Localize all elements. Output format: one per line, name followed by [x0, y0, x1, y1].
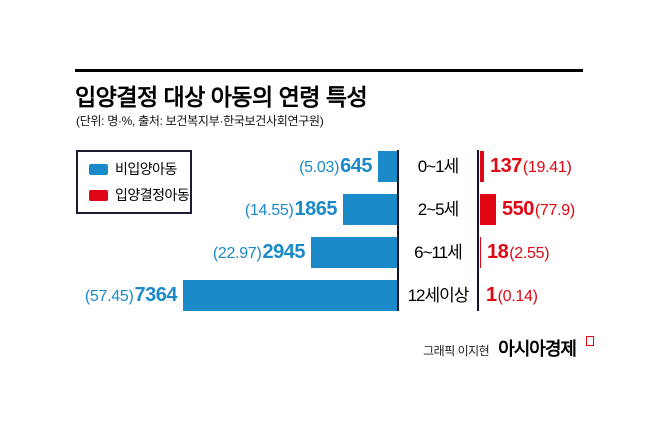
brand-logo: 아시아경제 — [498, 339, 577, 359]
right-value: 137 — [490, 155, 522, 177]
blue-bar — [311, 237, 397, 268]
legend-item-non-adopted: 비입양아동 — [89, 159, 190, 179]
left-bar-zone: (14.55) 1865 — [0, 194, 397, 225]
right-percent: (19.41) — [522, 159, 572, 176]
age-category-label: 0~1세 — [417, 157, 459, 176]
chart-row: (22.97) 2945 6~11세 18 (2.55) — [0, 237, 658, 268]
left-value: 7364 — [134, 284, 178, 306]
chart-row: (5.03) 645 0~1세 137 (19.41) — [0, 151, 658, 182]
left-value-label: (22.97) 2945 — [212, 241, 306, 264]
age-category-label: 12세이상 — [407, 286, 470, 305]
legend: 비입양아동 입양결정아동 — [76, 150, 192, 214]
right-bar-zone: 550 (77.9) — [480, 194, 658, 225]
age-category-label: 2~5세 — [417, 200, 459, 219]
right-bar-zone: 137 (19.41) — [480, 151, 658, 182]
right-value-label: 18 (2.55) — [487, 241, 550, 264]
left-bar-zone: (5.03) 645 — [0, 151, 397, 182]
chart-row: (57.45) 7364 12세이상 1 (0.14) — [0, 280, 658, 311]
red-bar — [480, 151, 484, 182]
legend-item-adoption-decided: 입양결정아동 — [89, 185, 190, 205]
right-value: 18 — [487, 241, 509, 263]
right-axis-line — [477, 150, 479, 311]
right-bar-zone: 18 (2.55) — [480, 237, 658, 268]
red-bar — [480, 194, 496, 225]
left-value: 2945 — [262, 241, 306, 263]
left-bar-zone: (22.97) 2945 — [0, 237, 397, 268]
right-percent: (77.9) — [534, 202, 575, 219]
red-bar — [480, 237, 481, 268]
footer-credit: 그래픽 이지현 아시아경제 — [423, 335, 594, 361]
right-value-label: 1 (0.14) — [486, 284, 538, 307]
age-category-label: 6~11세 — [414, 243, 463, 262]
graphic-credit: 그래픽 이지현 — [423, 344, 490, 358]
right-value: 1 — [486, 284, 497, 306]
right-value: 550 — [502, 198, 534, 220]
left-value: 1865 — [294, 198, 338, 220]
left-value: 645 — [340, 155, 372, 177]
blue-bar — [343, 194, 397, 225]
right-bar-zone: 1 (0.14) — [480, 280, 658, 311]
left-value-label: (57.45) 7364 — [84, 284, 178, 307]
left-value-label: (5.03) 645 — [299, 155, 372, 178]
left-axis-line — [397, 150, 399, 311]
blue-swatch-icon — [89, 163, 108, 175]
left-bar-zone: (57.45) 7364 — [0, 280, 397, 311]
right-value-label: 137 (19.41) — [490, 155, 572, 178]
chart-subtitle: (단위: 명·%, 출처: 보건복지부·한국보건사회연구원) — [76, 114, 324, 128]
brand-mark-icon — [586, 336, 594, 346]
legend-label: 입양결정아동 — [115, 187, 190, 203]
left-percent: (22.97) — [212, 245, 262, 262]
right-value-label: 550 (77.9) — [502, 198, 575, 221]
left-percent: (57.45) — [84, 288, 134, 305]
red-swatch-icon — [89, 189, 108, 201]
legend-label: 비입양아동 — [115, 161, 177, 177]
left-percent: (14.55) — [244, 202, 294, 219]
right-percent: (2.55) — [509, 245, 550, 262]
chart-row: (14.55) 1865 2~5세 550 (77.9) — [0, 194, 658, 225]
right-percent: (0.14) — [497, 288, 538, 305]
left-value-label: (14.55) 1865 — [244, 198, 338, 221]
blue-bar — [378, 151, 397, 182]
top-rule — [75, 69, 583, 72]
blue-bar — [183, 280, 397, 311]
left-percent: (5.03) — [299, 159, 340, 176]
chart-title: 입양결정 대상 아동의 연령 특성 — [75, 84, 368, 110]
